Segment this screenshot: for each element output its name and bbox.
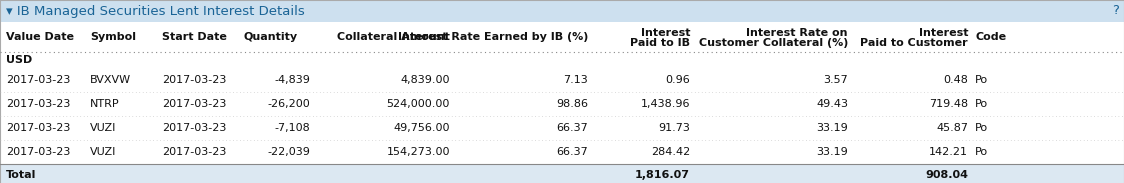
- Text: 2017-03-23: 2017-03-23: [6, 99, 71, 109]
- Bar: [0, 164, 1124, 183]
- Text: USD: USD: [6, 55, 33, 65]
- Text: Po: Po: [975, 75, 988, 85]
- Text: 2017-03-23: 2017-03-23: [6, 75, 71, 85]
- Text: Collateral Amount: Collateral Amount: [337, 32, 450, 42]
- Text: 2017-03-23: 2017-03-23: [162, 75, 226, 85]
- Text: 3.57: 3.57: [823, 75, 847, 85]
- Text: 1,438.96: 1,438.96: [641, 99, 690, 109]
- Text: VUZI: VUZI: [90, 123, 117, 133]
- Text: 7.13: 7.13: [563, 75, 588, 85]
- Text: Quantity: Quantity: [243, 32, 297, 42]
- Text: Po: Po: [975, 99, 988, 109]
- Text: Symbol: Symbol: [90, 32, 136, 42]
- Text: 1,816.07: 1,816.07: [635, 170, 690, 180]
- Bar: [0, 0, 1124, 22]
- Text: 2017-03-23: 2017-03-23: [162, 99, 226, 109]
- Text: -26,200: -26,200: [268, 99, 310, 109]
- Text: 66.37: 66.37: [556, 123, 588, 133]
- Text: Start Date: Start Date: [162, 32, 227, 42]
- Text: Po: Po: [975, 147, 988, 157]
- Text: 45.87: 45.87: [936, 123, 968, 133]
- Text: Total: Total: [6, 170, 36, 180]
- Text: 66.37: 66.37: [556, 147, 588, 157]
- Text: 98.86: 98.86: [556, 99, 588, 109]
- Text: 719.48: 719.48: [928, 99, 968, 109]
- Text: 91.73: 91.73: [659, 123, 690, 133]
- Text: ?: ?: [1112, 5, 1120, 18]
- Text: Code: Code: [975, 32, 1006, 42]
- Text: 49,756.00: 49,756.00: [393, 123, 450, 133]
- Text: -4,839: -4,839: [274, 75, 310, 85]
- Text: 0.48: 0.48: [943, 75, 968, 85]
- Text: -22,039: -22,039: [268, 147, 310, 157]
- Text: Paid to IB: Paid to IB: [629, 38, 690, 48]
- Text: Value Date: Value Date: [6, 32, 74, 42]
- Text: 4,839.00: 4,839.00: [400, 75, 450, 85]
- Text: NTRP: NTRP: [90, 99, 119, 109]
- Text: 142.21: 142.21: [930, 147, 968, 157]
- Text: Interest Rate on: Interest Rate on: [746, 28, 847, 38]
- Text: Interest Rate Earned by IB (%): Interest Rate Earned by IB (%): [398, 32, 588, 42]
- Text: Paid to Customer: Paid to Customer: [860, 38, 968, 48]
- Text: 33.19: 33.19: [816, 147, 847, 157]
- Text: Interest: Interest: [918, 28, 968, 38]
- Text: 908.04: 908.04: [925, 170, 968, 180]
- Text: BVXVW: BVXVW: [90, 75, 132, 85]
- Text: 2017-03-23: 2017-03-23: [6, 147, 71, 157]
- Text: Customer Collateral (%): Customer Collateral (%): [699, 38, 847, 48]
- Text: 49.43: 49.43: [816, 99, 847, 109]
- Text: ▾ IB Managed Securities Lent Interest Details: ▾ IB Managed Securities Lent Interest De…: [6, 5, 305, 18]
- Text: Po: Po: [975, 123, 988, 133]
- Text: 284.42: 284.42: [651, 147, 690, 157]
- Text: -7,108: -7,108: [274, 123, 310, 133]
- Text: Interest: Interest: [641, 28, 690, 38]
- Text: 2017-03-23: 2017-03-23: [162, 147, 226, 157]
- Text: 2017-03-23: 2017-03-23: [6, 123, 71, 133]
- Text: VUZI: VUZI: [90, 147, 117, 157]
- Text: 154,273.00: 154,273.00: [387, 147, 450, 157]
- Text: 2017-03-23: 2017-03-23: [162, 123, 226, 133]
- Text: 0.96: 0.96: [665, 75, 690, 85]
- Text: 33.19: 33.19: [816, 123, 847, 133]
- Text: 524,000.00: 524,000.00: [387, 99, 450, 109]
